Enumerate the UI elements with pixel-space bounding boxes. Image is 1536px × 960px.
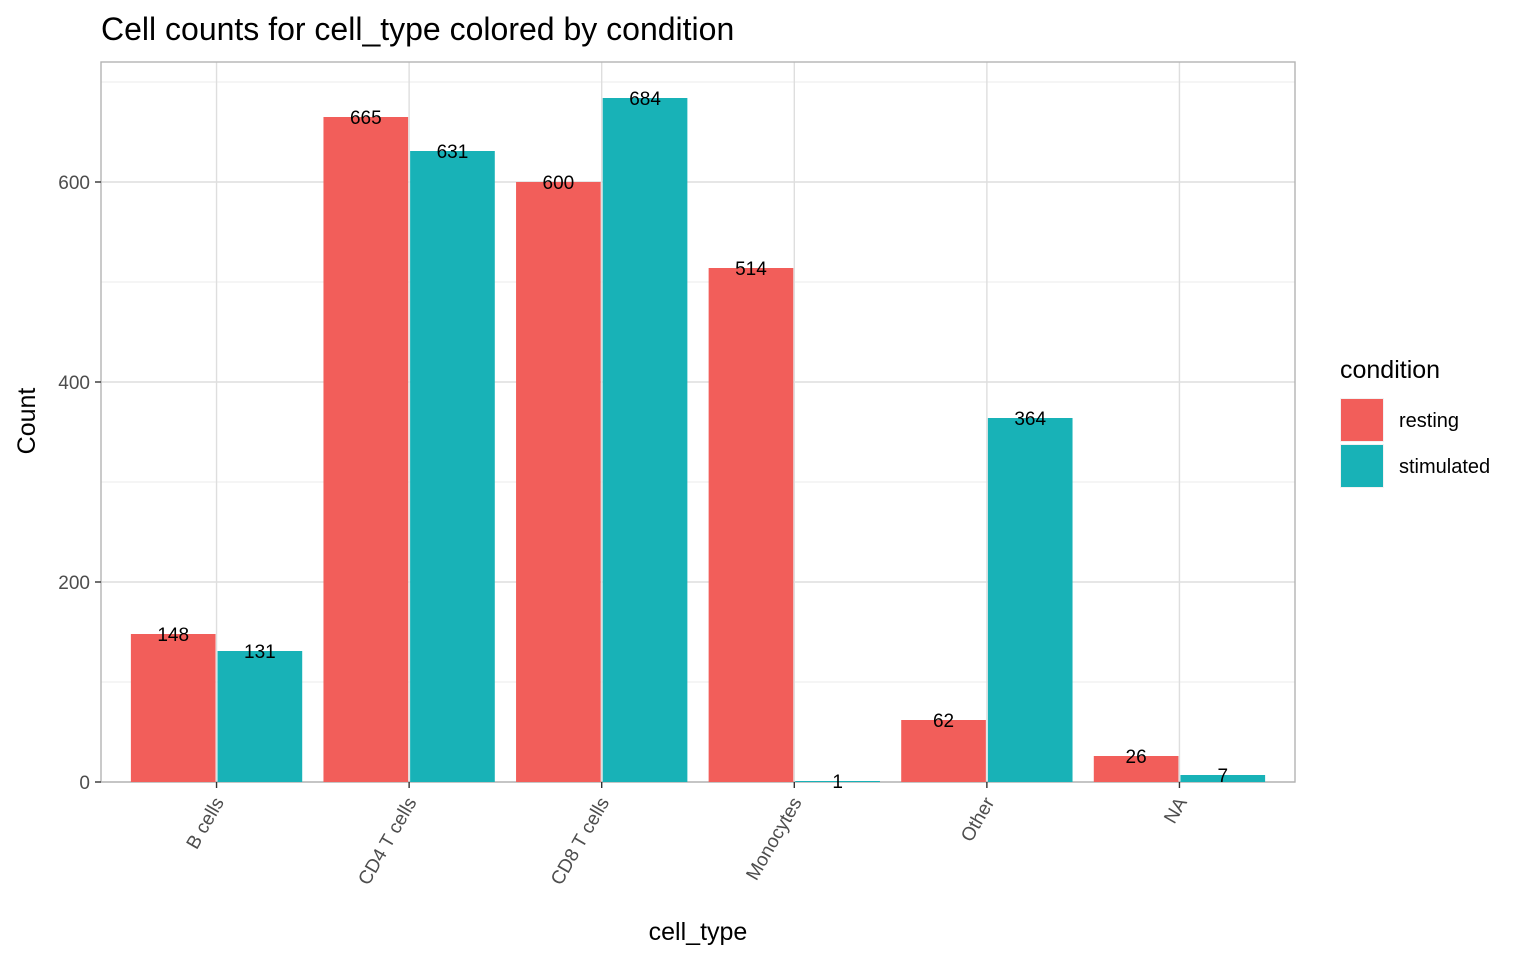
bar-labels: 148 665 600 514 62 26 131 631 684 1 364 7 [157,89,1228,793]
legend: condition resting stimulated [1340,356,1490,488]
bar-stimulated [217,651,303,782]
x-axis: B cells CD4 T cells CD8 T cells Monocytes Ot… [183,782,1192,889]
bar-stimulated [410,151,495,782]
x-tick-label: NA [1160,794,1192,828]
x-tick-label: Monocytes [742,794,806,884]
bar-stimulated [602,98,688,782]
bar-resting [516,182,601,782]
y-tick-label: 200 [58,573,90,594]
bar-value-label: 26 [1126,747,1147,768]
bar-stimulated [795,781,880,782]
bar-value-label: 148 [157,625,189,646]
panel-border [100,61,1296,783]
bar-value-label: 631 [437,142,469,163]
bar-resting [323,117,409,782]
y-axis-title: Count [13,388,41,455]
bar-resting [708,268,794,782]
x-tick-label: Other [957,793,999,845]
bar-value-label: 62 [933,711,954,732]
bar-value-label: 600 [543,173,575,194]
legend-label-resting: resting [1399,410,1459,432]
legend-swatch-resting [1341,399,1383,441]
bar-value-label: 364 [1014,409,1046,430]
bar-resting [130,634,216,782]
legend-label-stimulated: stimulated [1399,456,1490,478]
chart-title: Cell counts for cell_type colored by con… [101,11,734,47]
y-tick-label: 0 [79,773,90,794]
x-axis-title: cell_type [649,918,748,946]
bar-resting [901,720,986,782]
x-tick-label: B cells [183,794,229,853]
bar-stimulated [987,418,1073,782]
legend-swatch-stimulated [1341,445,1383,487]
x-tick-label: CD8 T cells [547,794,614,889]
legend-title: condition [1340,356,1440,384]
bars [130,98,1266,782]
bar-value-label: 514 [735,259,767,280]
x-tick-label: CD4 T cells [355,794,422,889]
y-tick-label: 400 [58,373,90,394]
y-tick-label: 600 [58,173,90,194]
bar-value-label: 665 [350,108,382,129]
bar-value-label: 131 [244,642,276,663]
bar-value-label: 684 [629,89,661,110]
bar-stimulated [1180,775,1266,782]
bar-resting [1093,756,1179,782]
bar-value-label: 1 [832,772,843,793]
y-axis: 0 200 400 600 [58,173,101,794]
bar-value-label: 7 [1217,766,1228,787]
